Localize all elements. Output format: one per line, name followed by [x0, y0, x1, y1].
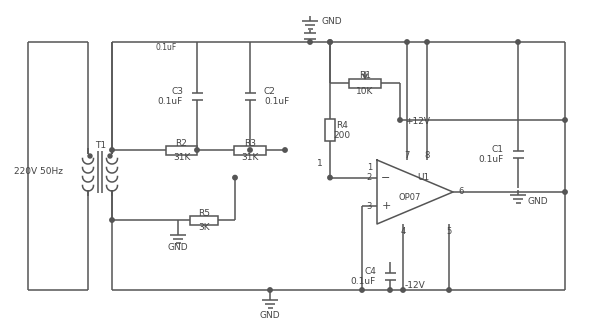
Text: 220V 50Hz: 220V 50Hz: [13, 168, 62, 176]
Text: 6: 6: [458, 188, 463, 196]
Text: 0.1uF: 0.1uF: [351, 277, 376, 286]
Text: C4: C4: [364, 266, 376, 276]
Text: T1: T1: [96, 141, 106, 151]
Circle shape: [88, 154, 92, 158]
Circle shape: [108, 154, 112, 158]
Bar: [349, 78, 381, 88]
Text: GND: GND: [322, 17, 342, 27]
Circle shape: [405, 40, 409, 44]
Text: 4: 4: [401, 228, 405, 236]
Text: 3: 3: [367, 202, 372, 211]
Circle shape: [328, 40, 332, 44]
Text: R4: R4: [336, 120, 348, 130]
Circle shape: [516, 40, 520, 44]
Text: 200: 200: [333, 132, 350, 140]
Text: OP07: OP07: [399, 193, 421, 201]
Circle shape: [110, 218, 114, 222]
Text: 3K: 3K: [198, 223, 210, 233]
Circle shape: [283, 148, 287, 152]
Text: 0.1uF: 0.1uF: [155, 44, 177, 52]
Text: +12V: +12V: [405, 117, 430, 127]
Text: 8: 8: [424, 151, 430, 159]
Text: 1: 1: [367, 163, 372, 173]
Circle shape: [388, 288, 392, 292]
Circle shape: [268, 288, 272, 292]
Circle shape: [401, 288, 405, 292]
Circle shape: [328, 175, 332, 180]
Text: C1: C1: [492, 145, 504, 154]
Text: R5: R5: [198, 209, 210, 217]
Circle shape: [328, 40, 332, 44]
Text: 0.1uF: 0.1uF: [264, 97, 289, 107]
Text: GND: GND: [168, 243, 188, 253]
Circle shape: [308, 40, 312, 44]
Bar: [234, 146, 266, 154]
Text: R1: R1: [359, 72, 371, 80]
Bar: [190, 215, 218, 224]
Text: R3: R3: [244, 138, 256, 148]
Bar: [325, 119, 335, 141]
Text: −: −: [381, 173, 391, 183]
Text: -12V: -12V: [405, 281, 425, 291]
Circle shape: [233, 175, 237, 180]
Text: GND: GND: [260, 311, 280, 319]
Text: 1: 1: [317, 158, 323, 168]
Circle shape: [360, 288, 364, 292]
Circle shape: [195, 148, 199, 152]
Text: GND: GND: [528, 197, 548, 207]
Circle shape: [447, 288, 451, 292]
Circle shape: [563, 190, 567, 194]
Bar: [166, 146, 197, 154]
Circle shape: [563, 118, 567, 122]
Circle shape: [425, 40, 429, 44]
Text: +: +: [381, 201, 391, 212]
Text: U1: U1: [417, 174, 429, 182]
Text: 2: 2: [367, 173, 372, 182]
Text: C2: C2: [264, 87, 276, 95]
Text: 5: 5: [446, 228, 451, 236]
Text: 0.1uF: 0.1uF: [158, 97, 183, 107]
Text: 7: 7: [404, 151, 410, 159]
Circle shape: [248, 148, 252, 152]
Text: R2: R2: [175, 138, 188, 148]
Text: 31K: 31K: [241, 154, 259, 162]
Text: 0.1uF: 0.1uF: [479, 155, 504, 165]
Text: C3: C3: [171, 87, 183, 95]
Circle shape: [398, 118, 402, 122]
Circle shape: [110, 148, 114, 152]
Text: 10K: 10K: [356, 87, 374, 95]
Text: 31K: 31K: [173, 154, 190, 162]
